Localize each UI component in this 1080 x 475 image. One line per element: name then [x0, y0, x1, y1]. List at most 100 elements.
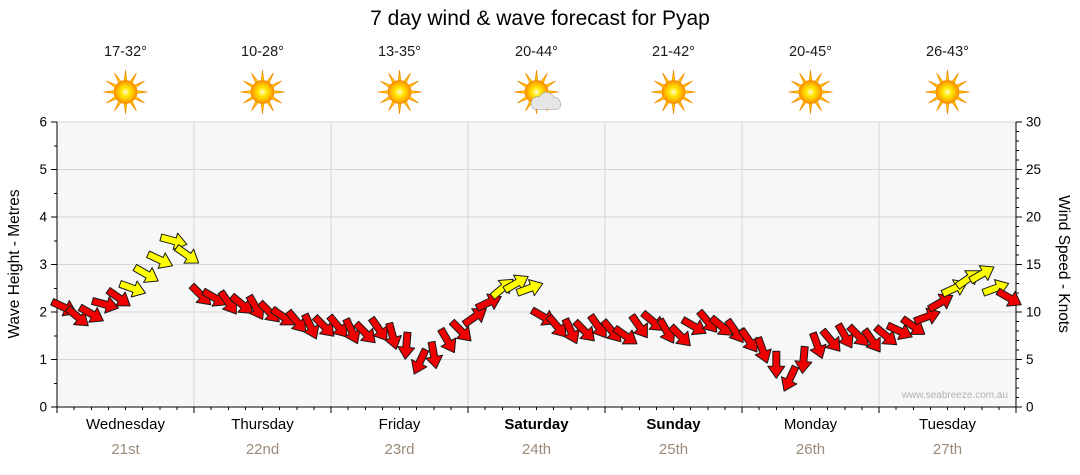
- left-tick-label: 4: [39, 210, 47, 225]
- day-label-friday: Friday: [378, 416, 421, 433]
- wind-arrow: [968, 265, 995, 285]
- day-label-thursday: Thursday: [231, 416, 294, 433]
- wind-arrow: [545, 313, 567, 338]
- wind-arrow: [118, 280, 146, 298]
- page-title: 7 day wind & wave forecast for Pyap: [370, 7, 710, 30]
- wind-arrow: [461, 308, 487, 328]
- right-tick-label: 10: [1026, 305, 1041, 320]
- sun-rays: [103, 69, 148, 115]
- wind-arrow: [91, 296, 120, 314]
- wind-arrow: [794, 345, 813, 374]
- wind-arrow: [724, 317, 744, 343]
- wind-arrow: [301, 312, 320, 340]
- wind-arrow: [809, 331, 827, 359]
- date-label-monday: 26th: [795, 441, 826, 458]
- sun-rays: [240, 69, 285, 115]
- left-tick-label: 2: [39, 305, 47, 320]
- temp-range-saturday: 20-44°: [515, 44, 558, 60]
- wind-arrow: [132, 263, 159, 283]
- wind-arrow: [927, 293, 954, 313]
- wind-arrow: [738, 327, 758, 353]
- sun-icon: [925, 69, 970, 115]
- wind-arrow: [767, 350, 786, 379]
- wind-arrow: [754, 336, 772, 364]
- left-tick-label: 3: [39, 257, 47, 272]
- right-tick-label: 25: [1026, 162, 1041, 177]
- wind-arrow: [77, 303, 104, 323]
- right-tick-label: 5: [1026, 352, 1034, 367]
- sun-icon: [240, 69, 285, 115]
- date-label-tuesday: 27th: [932, 441, 963, 458]
- date-label-friday: 23rd: [384, 441, 415, 458]
- cloud-icon: [531, 92, 561, 110]
- right-tick-label: 15: [1026, 257, 1041, 272]
- wind-arrow: [229, 292, 254, 314]
- sun-icon: [651, 69, 696, 115]
- wind-arrow: [780, 364, 800, 392]
- wind-arrow: [411, 347, 430, 375]
- wind-arrow: [342, 317, 361, 345]
- date-label-wednesday: 21st: [111, 441, 140, 458]
- sun-rays: [377, 69, 422, 115]
- sun-icon: [377, 69, 422, 115]
- date-label-sunday: 25th: [658, 441, 689, 458]
- temp-range-tuesday: 26-43°: [926, 44, 969, 60]
- day-label-saturday: Saturday: [504, 416, 569, 433]
- wind-arrow: [326, 313, 348, 338]
- left-tick-label: 6: [39, 115, 47, 130]
- sun-cloud-icon: [514, 69, 561, 115]
- wind-arrow: [873, 324, 898, 346]
- sun-disc: [387, 80, 412, 104]
- wind-arrow: [174, 244, 200, 264]
- wind-arrow: [105, 286, 131, 307]
- wind-arrow: [628, 313, 648, 339]
- sun-disc: [935, 80, 960, 104]
- wind-arrow: [680, 316, 707, 336]
- wind-arrow: [384, 321, 402, 350]
- day-label-wednesday: Wednesday: [86, 416, 165, 433]
- wind-arrow: [146, 250, 173, 269]
- wind-arrow: [448, 318, 472, 342]
- sun-icon: [103, 69, 148, 115]
- temp-range-monday: 20-45°: [789, 44, 832, 60]
- sun-rays: [925, 69, 970, 115]
- left-tick-label: 5: [39, 162, 47, 177]
- temp-range-thursday: 10-28°: [241, 44, 284, 60]
- wind-arrow: [612, 324, 638, 345]
- wind-arrow: [819, 327, 841, 352]
- wind-arrow: [285, 308, 307, 333]
- right-tick-label: 30: [1026, 115, 1041, 130]
- wind-arrow: [861, 327, 881, 353]
- day-label-sunday: Sunday: [646, 416, 701, 433]
- wind-arrow: [397, 331, 416, 360]
- watermark: www.seabreeze.com.au: [901, 390, 1008, 401]
- wind-arrow: [353, 320, 376, 344]
- sun-disc: [113, 80, 138, 104]
- date-label-thursday: 22nd: [245, 441, 280, 458]
- sun-rays: [651, 69, 696, 115]
- right-tick-label: 0: [1026, 400, 1034, 415]
- left-tick-label: 0: [39, 400, 47, 415]
- temp-range-wednesday: 17-32°: [104, 44, 147, 60]
- day-label-tuesday: Tuesday: [919, 416, 976, 433]
- sun-disc: [798, 80, 823, 104]
- wind-arrow: [437, 326, 457, 354]
- day-label-monday: Monday: [783, 416, 838, 433]
- wind-arrow: [995, 287, 1022, 307]
- date-label-saturday: 24th: [521, 441, 552, 458]
- right-tick-label: 20: [1026, 210, 1041, 225]
- temp-range-sunday: 21-42°: [652, 44, 695, 60]
- wind-arrow: [561, 317, 580, 345]
- wind-arrow: [572, 318, 595, 342]
- wind-arrow: [64, 305, 89, 327]
- sun-rays: [788, 69, 833, 115]
- wind-arrow: [834, 322, 854, 349]
- wind-arrow: [515, 279, 544, 297]
- wind-arrow: [913, 307, 941, 326]
- sun-disc: [661, 80, 686, 104]
- wind-arrow: [668, 323, 691, 347]
- temp-range-friday: 13-35°: [378, 44, 421, 60]
- sun-disc: [250, 80, 275, 104]
